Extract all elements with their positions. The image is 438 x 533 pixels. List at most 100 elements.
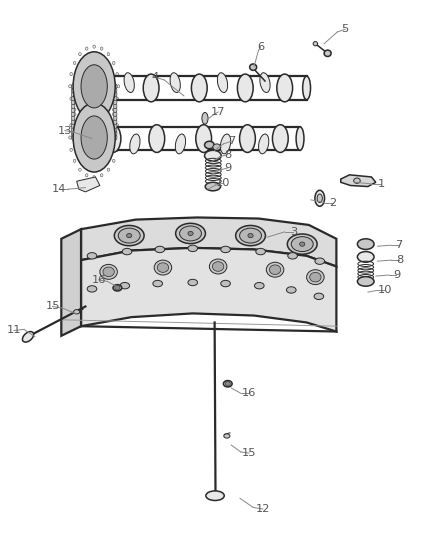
Ellipse shape (73, 112, 76, 116)
Ellipse shape (71, 131, 75, 136)
Ellipse shape (217, 72, 228, 93)
Ellipse shape (205, 141, 214, 149)
Ellipse shape (74, 310, 80, 314)
Text: 9: 9 (393, 270, 400, 280)
Ellipse shape (71, 84, 75, 89)
Ellipse shape (113, 84, 117, 89)
Ellipse shape (71, 115, 75, 120)
Ellipse shape (225, 382, 230, 386)
Ellipse shape (122, 248, 132, 255)
Ellipse shape (79, 104, 81, 107)
Ellipse shape (130, 134, 140, 154)
Ellipse shape (296, 127, 304, 150)
Ellipse shape (71, 119, 75, 124)
Text: 15: 15 (45, 302, 60, 311)
Ellipse shape (175, 134, 186, 154)
Ellipse shape (79, 168, 81, 171)
Ellipse shape (116, 97, 118, 100)
Polygon shape (61, 229, 81, 336)
Ellipse shape (113, 107, 117, 112)
Ellipse shape (85, 123, 88, 126)
Ellipse shape (113, 100, 117, 105)
Ellipse shape (113, 103, 117, 109)
Ellipse shape (93, 125, 95, 128)
Polygon shape (341, 175, 376, 187)
Ellipse shape (113, 115, 117, 120)
Ellipse shape (113, 123, 117, 128)
Ellipse shape (22, 332, 34, 342)
Ellipse shape (79, 117, 81, 120)
Ellipse shape (303, 76, 311, 100)
Ellipse shape (236, 225, 265, 246)
Ellipse shape (107, 117, 110, 120)
Ellipse shape (212, 262, 224, 271)
Text: 8: 8 (396, 255, 403, 265)
Ellipse shape (71, 87, 75, 93)
Ellipse shape (153, 280, 162, 287)
Ellipse shape (310, 272, 321, 282)
Text: 7: 7 (395, 240, 402, 250)
Text: 13: 13 (57, 126, 72, 135)
Ellipse shape (258, 134, 269, 154)
Text: 11: 11 (7, 326, 21, 335)
Ellipse shape (188, 279, 198, 286)
Ellipse shape (113, 127, 117, 132)
Ellipse shape (73, 103, 115, 172)
Ellipse shape (71, 107, 75, 112)
Ellipse shape (85, 174, 88, 177)
Ellipse shape (113, 95, 117, 101)
Text: 8: 8 (224, 150, 231, 159)
Ellipse shape (254, 282, 264, 289)
Ellipse shape (88, 76, 96, 100)
Text: 16: 16 (92, 275, 106, 285)
Ellipse shape (113, 159, 115, 163)
Text: 7: 7 (228, 136, 235, 146)
Ellipse shape (100, 47, 103, 50)
Ellipse shape (206, 491, 224, 500)
Ellipse shape (100, 123, 103, 126)
Ellipse shape (154, 260, 172, 275)
Ellipse shape (287, 234, 317, 254)
Text: 16: 16 (242, 389, 256, 398)
Ellipse shape (116, 148, 118, 151)
Ellipse shape (256, 248, 265, 255)
Ellipse shape (300, 242, 305, 246)
Ellipse shape (260, 72, 270, 93)
Ellipse shape (357, 252, 374, 262)
Ellipse shape (70, 97, 73, 100)
Text: 17: 17 (211, 107, 226, 117)
Text: 2: 2 (329, 198, 336, 207)
Polygon shape (77, 177, 100, 192)
Ellipse shape (113, 108, 115, 111)
Ellipse shape (277, 74, 293, 102)
Ellipse shape (196, 125, 212, 152)
Ellipse shape (87, 253, 97, 259)
Ellipse shape (120, 282, 130, 289)
Ellipse shape (127, 233, 132, 238)
Ellipse shape (113, 285, 122, 291)
Ellipse shape (113, 112, 115, 116)
Ellipse shape (107, 53, 110, 56)
Text: 6: 6 (257, 42, 264, 52)
Ellipse shape (188, 231, 193, 236)
Ellipse shape (291, 237, 313, 252)
Ellipse shape (114, 225, 144, 246)
Ellipse shape (81, 116, 107, 159)
Ellipse shape (221, 280, 230, 287)
Text: 12: 12 (256, 504, 270, 514)
Ellipse shape (70, 72, 73, 76)
Ellipse shape (266, 262, 284, 277)
Ellipse shape (314, 293, 324, 300)
Ellipse shape (250, 64, 257, 70)
Ellipse shape (221, 246, 230, 253)
Text: 5: 5 (342, 25, 349, 34)
Ellipse shape (71, 111, 75, 117)
Ellipse shape (116, 72, 118, 76)
Ellipse shape (116, 124, 118, 127)
Ellipse shape (71, 135, 75, 140)
Ellipse shape (113, 119, 117, 124)
Ellipse shape (100, 98, 103, 101)
Ellipse shape (113, 111, 117, 117)
Ellipse shape (213, 144, 221, 150)
Ellipse shape (73, 159, 76, 163)
